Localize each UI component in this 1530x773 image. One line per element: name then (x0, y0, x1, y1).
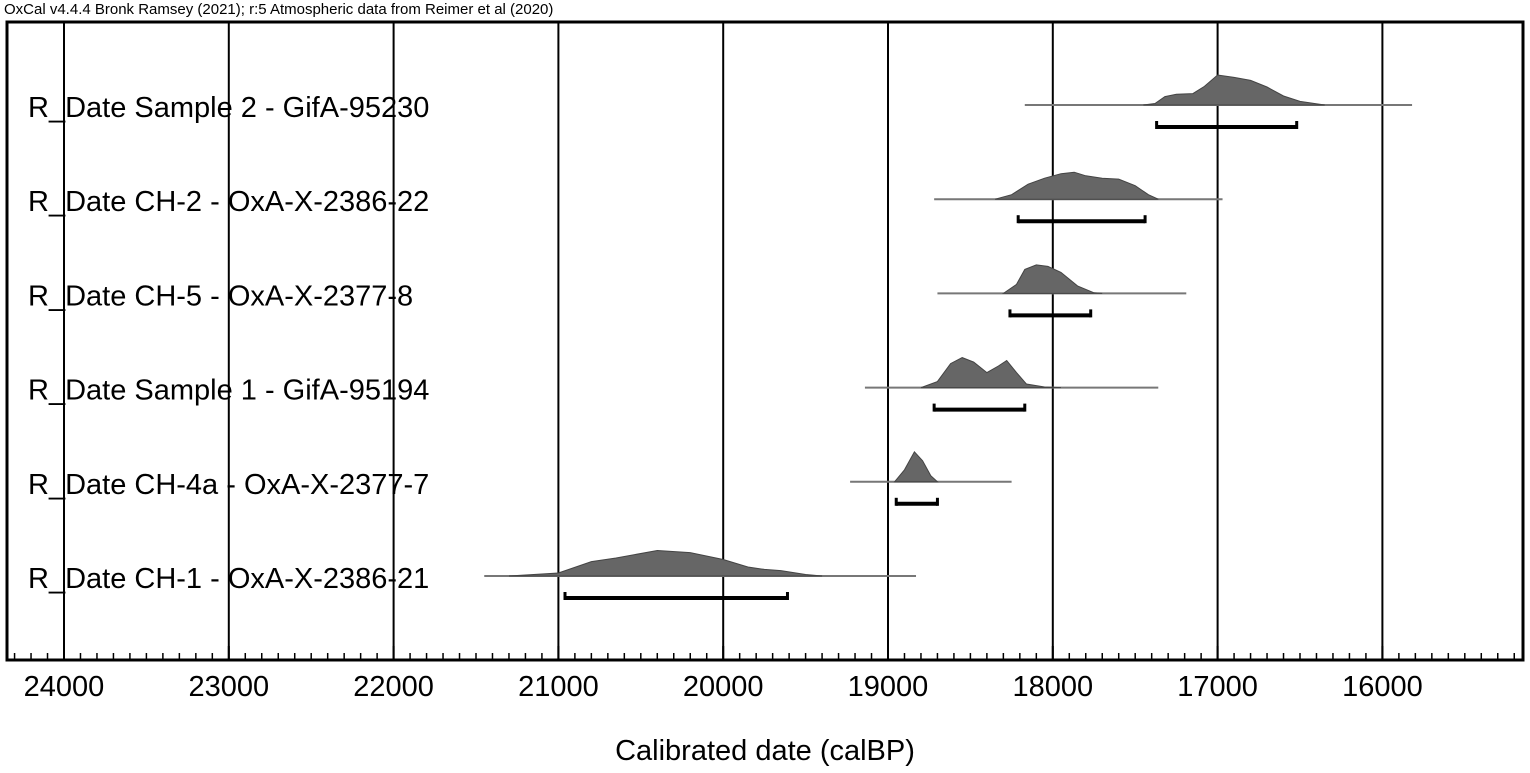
series-row-6: R_Date CH-1 - OxA-X-2386-21 (28, 549, 917, 600)
series-row-1: R_Date Sample 2 - GifA-95230 (28, 74, 1413, 129)
plot-frame (5, 20, 1525, 662)
x-axis: 24000 23000 22000 21000 20000 19000 18000 17000… (13, 646, 1515, 703)
tick-label-24000: 24000 (24, 671, 105, 703)
density-area (1001, 264, 1103, 294)
tick-label-19000: 19000 (848, 671, 929, 703)
series-label: R_Date Sample 1 - GifA-95194 (28, 375, 429, 407)
series-group: R_Date Sample 2 - GifA-95230 R_Date CH-2 … (28, 74, 1413, 600)
series-row-4: R_Date Sample 1 - GifA-95194 (28, 357, 1159, 412)
density-area (508, 549, 823, 577)
tick-label-23000: 23000 (188, 671, 269, 703)
tick-label-18000: 18000 (1012, 671, 1093, 703)
density-area (994, 171, 1159, 200)
tick-label-17000: 17000 (1177, 671, 1258, 703)
density-area (893, 450, 939, 483)
tick-label-22000: 22000 (353, 671, 434, 703)
series-label: R_Date CH-5 - OxA-X-2377-8 (28, 280, 413, 312)
oxcal-caption: OxCal v4.4.4 Bronk Ramsey (2021); r:5 At… (4, 1, 554, 18)
series-row-3: R_Date CH-5 - OxA-X-2377-8 (28, 264, 1187, 318)
density-area (1143, 74, 1325, 106)
series-row-2: R_Date CH-2 - OxA-X-2386-22 (28, 171, 1223, 224)
series-label: R_Date CH-1 - OxA-X-2386-21 (28, 563, 429, 595)
series-row-5: R_Date CH-4a - OxA-X-2377-7 (28, 450, 1012, 506)
series-label: R_Date CH-2 - OxA-X-2386-22 (28, 186, 429, 218)
tick-label-16000: 16000 (1342, 671, 1423, 703)
series-label: R_Date CH-4a - OxA-X-2377-7 (28, 469, 429, 501)
series-label: R_Date Sample 2 - GifA-95230 (28, 92, 429, 124)
density-area (920, 357, 1062, 389)
tick-label-21000: 21000 (518, 671, 599, 703)
x-axis-label: Calibrated date (calBP) (615, 735, 915, 767)
tick-label-20000: 20000 (683, 671, 764, 703)
grid-lines (63, 22, 1384, 660)
